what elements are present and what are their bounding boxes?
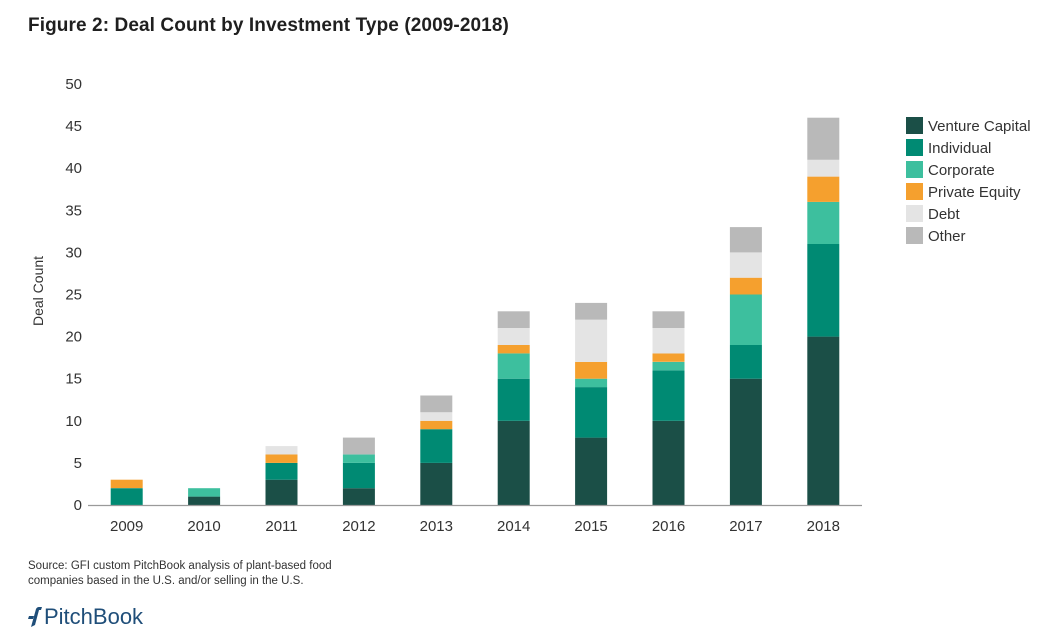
bar-segment-individual-2016: [652, 370, 685, 421]
bar-segment-individual-2013: [420, 429, 453, 463]
bar-segment-individual-2015: [575, 387, 608, 438]
y-tick-label: 35: [65, 202, 82, 219]
source-note: Source: GFI custom PitchBook analysis of…: [28, 559, 332, 589]
source-line-2: companies based in the U.S. and/or selli…: [28, 575, 304, 587]
bar-segment-corporate-2015: [575, 378, 608, 388]
legend-label-individual: Individual: [928, 140, 991, 157]
bar-segment-individual-2018: [807, 244, 840, 337]
y-tick-label: 20: [65, 329, 82, 346]
bar-segment-individual-2014: [497, 378, 530, 421]
pitchbook-logo-icon: [28, 607, 42, 627]
x-tick-label: 2012: [342, 518, 375, 535]
bar-segment-private-equity-2016: [652, 353, 685, 362]
bar-segment-venture-capital-2011: [265, 479, 298, 505]
bar-segment-venture-capital-2015: [575, 437, 608, 505]
bar-segment-individual-2011: [265, 462, 298, 480]
bar-segment-individual-2009: [110, 488, 143, 505]
y-tick-label: 0: [74, 497, 82, 514]
source-line-1: Source: GFI custom PitchBook analysis of…: [28, 560, 332, 572]
legend-swatch-venture-capital: [906, 117, 923, 134]
bar-segment-private-equity-2013: [420, 420, 453, 430]
y-axis: 0 5 10 15 20 25 30 35 40 45 50: [65, 76, 82, 514]
x-axis: 2009 2010 2011 2012 2013 2014 2015 2016 2017 2018: [88, 504, 862, 535]
bar-segment-debt-2018: [807, 159, 840, 177]
legend: Venture Capital Individual Corporate Privat…: [906, 117, 1031, 245]
x-tick-label: 2016: [652, 518, 685, 535]
x-tick-label: 2013: [420, 518, 453, 535]
y-tick-label: 10: [65, 413, 82, 430]
legend-label-venture-capital: Venture Capital: [928, 118, 1031, 135]
y-tick-label: 50: [65, 76, 82, 93]
brand-logo: PitchBook: [28, 604, 143, 630]
y-tick-label: 40: [65, 160, 82, 177]
chart-title: Figure 2: Deal Count by Investment Type …: [28, 15, 509, 36]
bar-segment-other-2018: [807, 117, 840, 160]
bar-segment-venture-capital-2012: [342, 488, 375, 505]
bar-segment-other-2012: [342, 437, 375, 455]
bar-segment-debt-2016: [652, 328, 685, 354]
bar-segment-private-equity-2014: [497, 345, 530, 354]
bar-segment-other-2014: [497, 311, 530, 329]
bar-segment-corporate-2017: [729, 294, 762, 345]
bar-segment-venture-capital-2018: [807, 336, 840, 505]
bar-segment-corporate-2018: [807, 201, 840, 244]
y-tick-label: 30: [65, 244, 82, 261]
bar-segment-private-equity-2017: [729, 277, 762, 295]
bar-segment-other-2017: [729, 227, 762, 253]
bar-segment-corporate-2012: [342, 454, 375, 463]
legend-swatch-private-equity: [906, 183, 923, 200]
bar-segment-private-equity-2009: [110, 479, 143, 489]
bar-segment-individual-2012: [342, 462, 375, 489]
y-axis-title: Deal Count: [30, 256, 46, 326]
x-tick-label: 2017: [729, 518, 762, 535]
bar-segment-venture-capital-2017: [729, 378, 762, 505]
legend-swatch-other: [906, 227, 923, 244]
y-tick-label: 15: [65, 371, 82, 388]
bar-segment-corporate-2014: [497, 353, 530, 379]
brand-name: PitchBook: [44, 604, 144, 629]
bar-segment-individual-2017: [729, 345, 762, 379]
bar-segment-debt-2011: [265, 446, 298, 455]
legend-label-debt: Debt: [928, 206, 961, 223]
bar-segment-private-equity-2011: [265, 454, 298, 463]
bar-segment-other-2016: [652, 311, 685, 329]
bar-segment-venture-capital-2013: [420, 462, 453, 505]
legend-label-corporate: Corporate: [928, 162, 995, 179]
legend-swatch-individual: [906, 139, 923, 156]
bar-segment-venture-capital-2016: [652, 420, 685, 505]
bar-segment-other-2013: [420, 395, 453, 413]
x-tick-label: 2010: [187, 518, 220, 535]
legend-label-private-equity: Private Equity: [928, 184, 1021, 201]
bar-segment-other-2015: [575, 302, 608, 320]
bar-segment-venture-capital-2010: [188, 496, 221, 505]
x-tick-label: 2011: [265, 518, 297, 535]
x-tick-label: 2009: [110, 518, 143, 535]
bar-segment-venture-capital-2014: [497, 420, 530, 505]
bar-segment-debt-2013: [420, 412, 453, 421]
y-tick-label: 25: [65, 287, 82, 304]
bar-segment-corporate-2010: [188, 488, 221, 497]
bar-segment-private-equity-2018: [807, 176, 840, 202]
x-tick-label: 2015: [574, 518, 607, 535]
bar-segment-private-equity-2015: [575, 361, 608, 379]
bar-segment-corporate-2016: [652, 361, 685, 371]
x-tick-label: 2014: [497, 518, 530, 535]
y-tick-label: 5: [74, 455, 82, 472]
bar-segment-debt-2015: [575, 319, 608, 362]
legend-swatch-corporate: [906, 161, 923, 178]
bar-segment-debt-2017: [729, 252, 762, 278]
bar-segment-debt-2014: [497, 328, 530, 345]
legend-swatch-debt: [906, 205, 923, 222]
bars-group: [110, 117, 840, 505]
legend-label-other: Other: [928, 228, 966, 245]
x-tick-label: 2018: [807, 518, 840, 535]
y-tick-label: 45: [65, 118, 82, 135]
